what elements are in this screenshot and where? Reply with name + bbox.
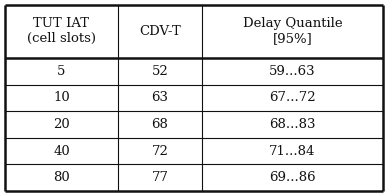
Text: 80: 80 (53, 171, 70, 184)
Text: 67...72: 67...72 (269, 91, 316, 104)
Text: 40: 40 (53, 145, 70, 158)
Text: 52: 52 (152, 65, 168, 78)
Text: 77: 77 (151, 171, 168, 184)
Text: 69...86: 69...86 (269, 171, 316, 184)
Text: 10: 10 (53, 91, 70, 104)
Text: 68...83: 68...83 (269, 118, 316, 131)
Text: 68: 68 (151, 118, 168, 131)
Text: 5: 5 (57, 65, 66, 78)
Text: Delay Quantile
[95%]: Delay Quantile [95%] (242, 17, 342, 45)
Text: 71...84: 71...84 (269, 145, 316, 158)
Text: 63: 63 (151, 91, 168, 104)
Text: 72: 72 (151, 145, 168, 158)
Text: 20: 20 (53, 118, 70, 131)
Text: TUT IAT
(cell slots): TUT IAT (cell slots) (27, 17, 96, 45)
Text: CDV-T: CDV-T (139, 25, 181, 38)
Text: 59...63: 59...63 (269, 65, 316, 78)
